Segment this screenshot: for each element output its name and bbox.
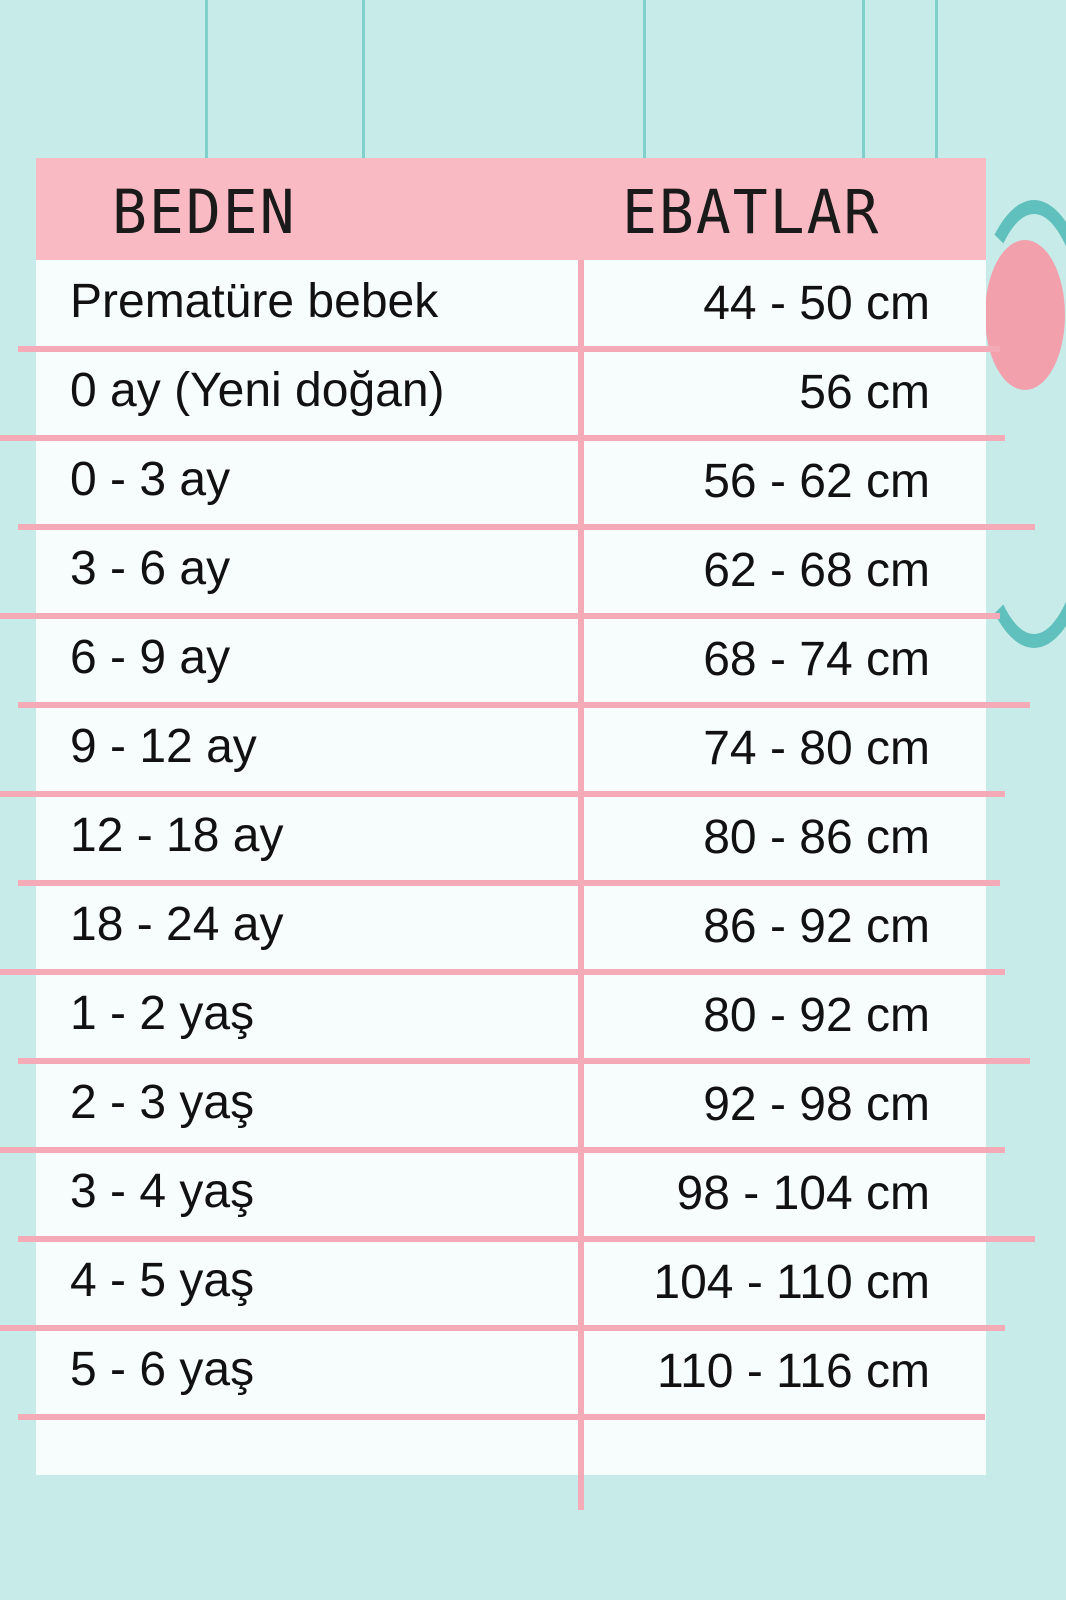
table-header: BEDEN EBATLAR [36,158,986,260]
row-separator [0,435,1005,441]
row-separator [18,346,1000,352]
size-measure: 44 - 50 cm [703,277,930,330]
size-label: 6 - 9 ay [70,631,231,684]
row-separator [18,702,1030,708]
size-label: 3 - 4 yaş [70,1165,255,1218]
row-separator [0,613,1000,619]
size-label: 9 - 12 ay [70,720,257,773]
size-measure: 68 - 74 cm [703,633,930,686]
size-label: 2 - 3 yaş [70,1076,255,1129]
size-measure: 110 - 116 cm [656,1345,930,1398]
row-separator [0,969,1005,975]
size-measure: 74 - 80 cm [703,722,930,775]
size-measure: 86 - 92 cm [703,900,930,953]
size-label: 0 ay (Yeni doğan) [70,364,445,417]
row-separator [18,524,1035,530]
size-label: 5 - 6 yaş [70,1343,255,1396]
row-separator [18,1414,985,1420]
table-row: 6 - 9 ay 68 - 74 cm [36,616,986,705]
table-row: 1 - 2 yaş 80 - 92 cm [36,972,986,1061]
header-ebatlar: EBATLAR [622,176,881,248]
table-row: 18 - 24 ay 86 - 92 cm [36,883,986,972]
table-row: 5 - 6 yaş 110 - 116 cm [36,1328,986,1417]
table-row: 0 - 3 ay 56 - 62 cm [36,438,986,527]
table-row: 3 - 4 yaş 98 - 104 cm [36,1150,986,1239]
size-measure: 62 - 68 cm [703,544,930,597]
size-measure: 80 - 86 cm [703,811,930,864]
row-separator [0,1147,1005,1153]
table-row: 0 ay (Yeni doğan) 56 cm [36,349,986,438]
row-separator [18,1058,1030,1064]
size-label: 0 - 3 ay [70,453,231,506]
row-separator [0,791,1005,797]
table-row: 3 - 6 ay 62 - 68 cm [36,527,986,616]
size-table-panel [36,158,986,1475]
table-row: 9 - 12 ay 74 - 80 cm [36,705,986,794]
size-label: 12 - 18 ay [70,809,284,862]
size-measure: 92 - 98 cm [703,1078,930,1131]
size-measure: 56 cm [799,366,930,419]
row-separator [18,1236,1035,1242]
size-label: 3 - 6 ay [70,542,231,595]
table-row: Prematüre bebek 44 - 50 cm [36,260,986,349]
size-label: 18 - 24 ay [70,898,284,951]
table-row: 12 - 18 ay 80 - 86 cm [36,794,986,883]
size-measure: 98 - 104 cm [676,1167,930,1220]
decorative-pacifier [985,240,1065,390]
row-separator [0,1325,1005,1331]
size-label: 1 - 2 yaş [70,987,255,1040]
hanging-string [362,0,365,160]
table-row: 4 - 5 yaş 104 - 110 cm [36,1239,986,1328]
size-label: 4 - 5 yaş [70,1254,255,1307]
header-beden: BEDEN [112,176,297,248]
hanging-string [205,0,208,160]
size-measure: 80 - 92 cm [703,989,930,1042]
size-label: Prematüre bebek [70,275,439,328]
hanging-string [935,0,938,160]
row-separator [18,880,1000,886]
size-measure: 104 - 110 cm [653,1256,930,1309]
hanging-string [862,0,865,160]
size-measure: 56 - 62 cm [703,455,930,508]
table-row: 2 - 3 yaş 92 - 98 cm [36,1061,986,1150]
hanging-string [643,0,646,160]
